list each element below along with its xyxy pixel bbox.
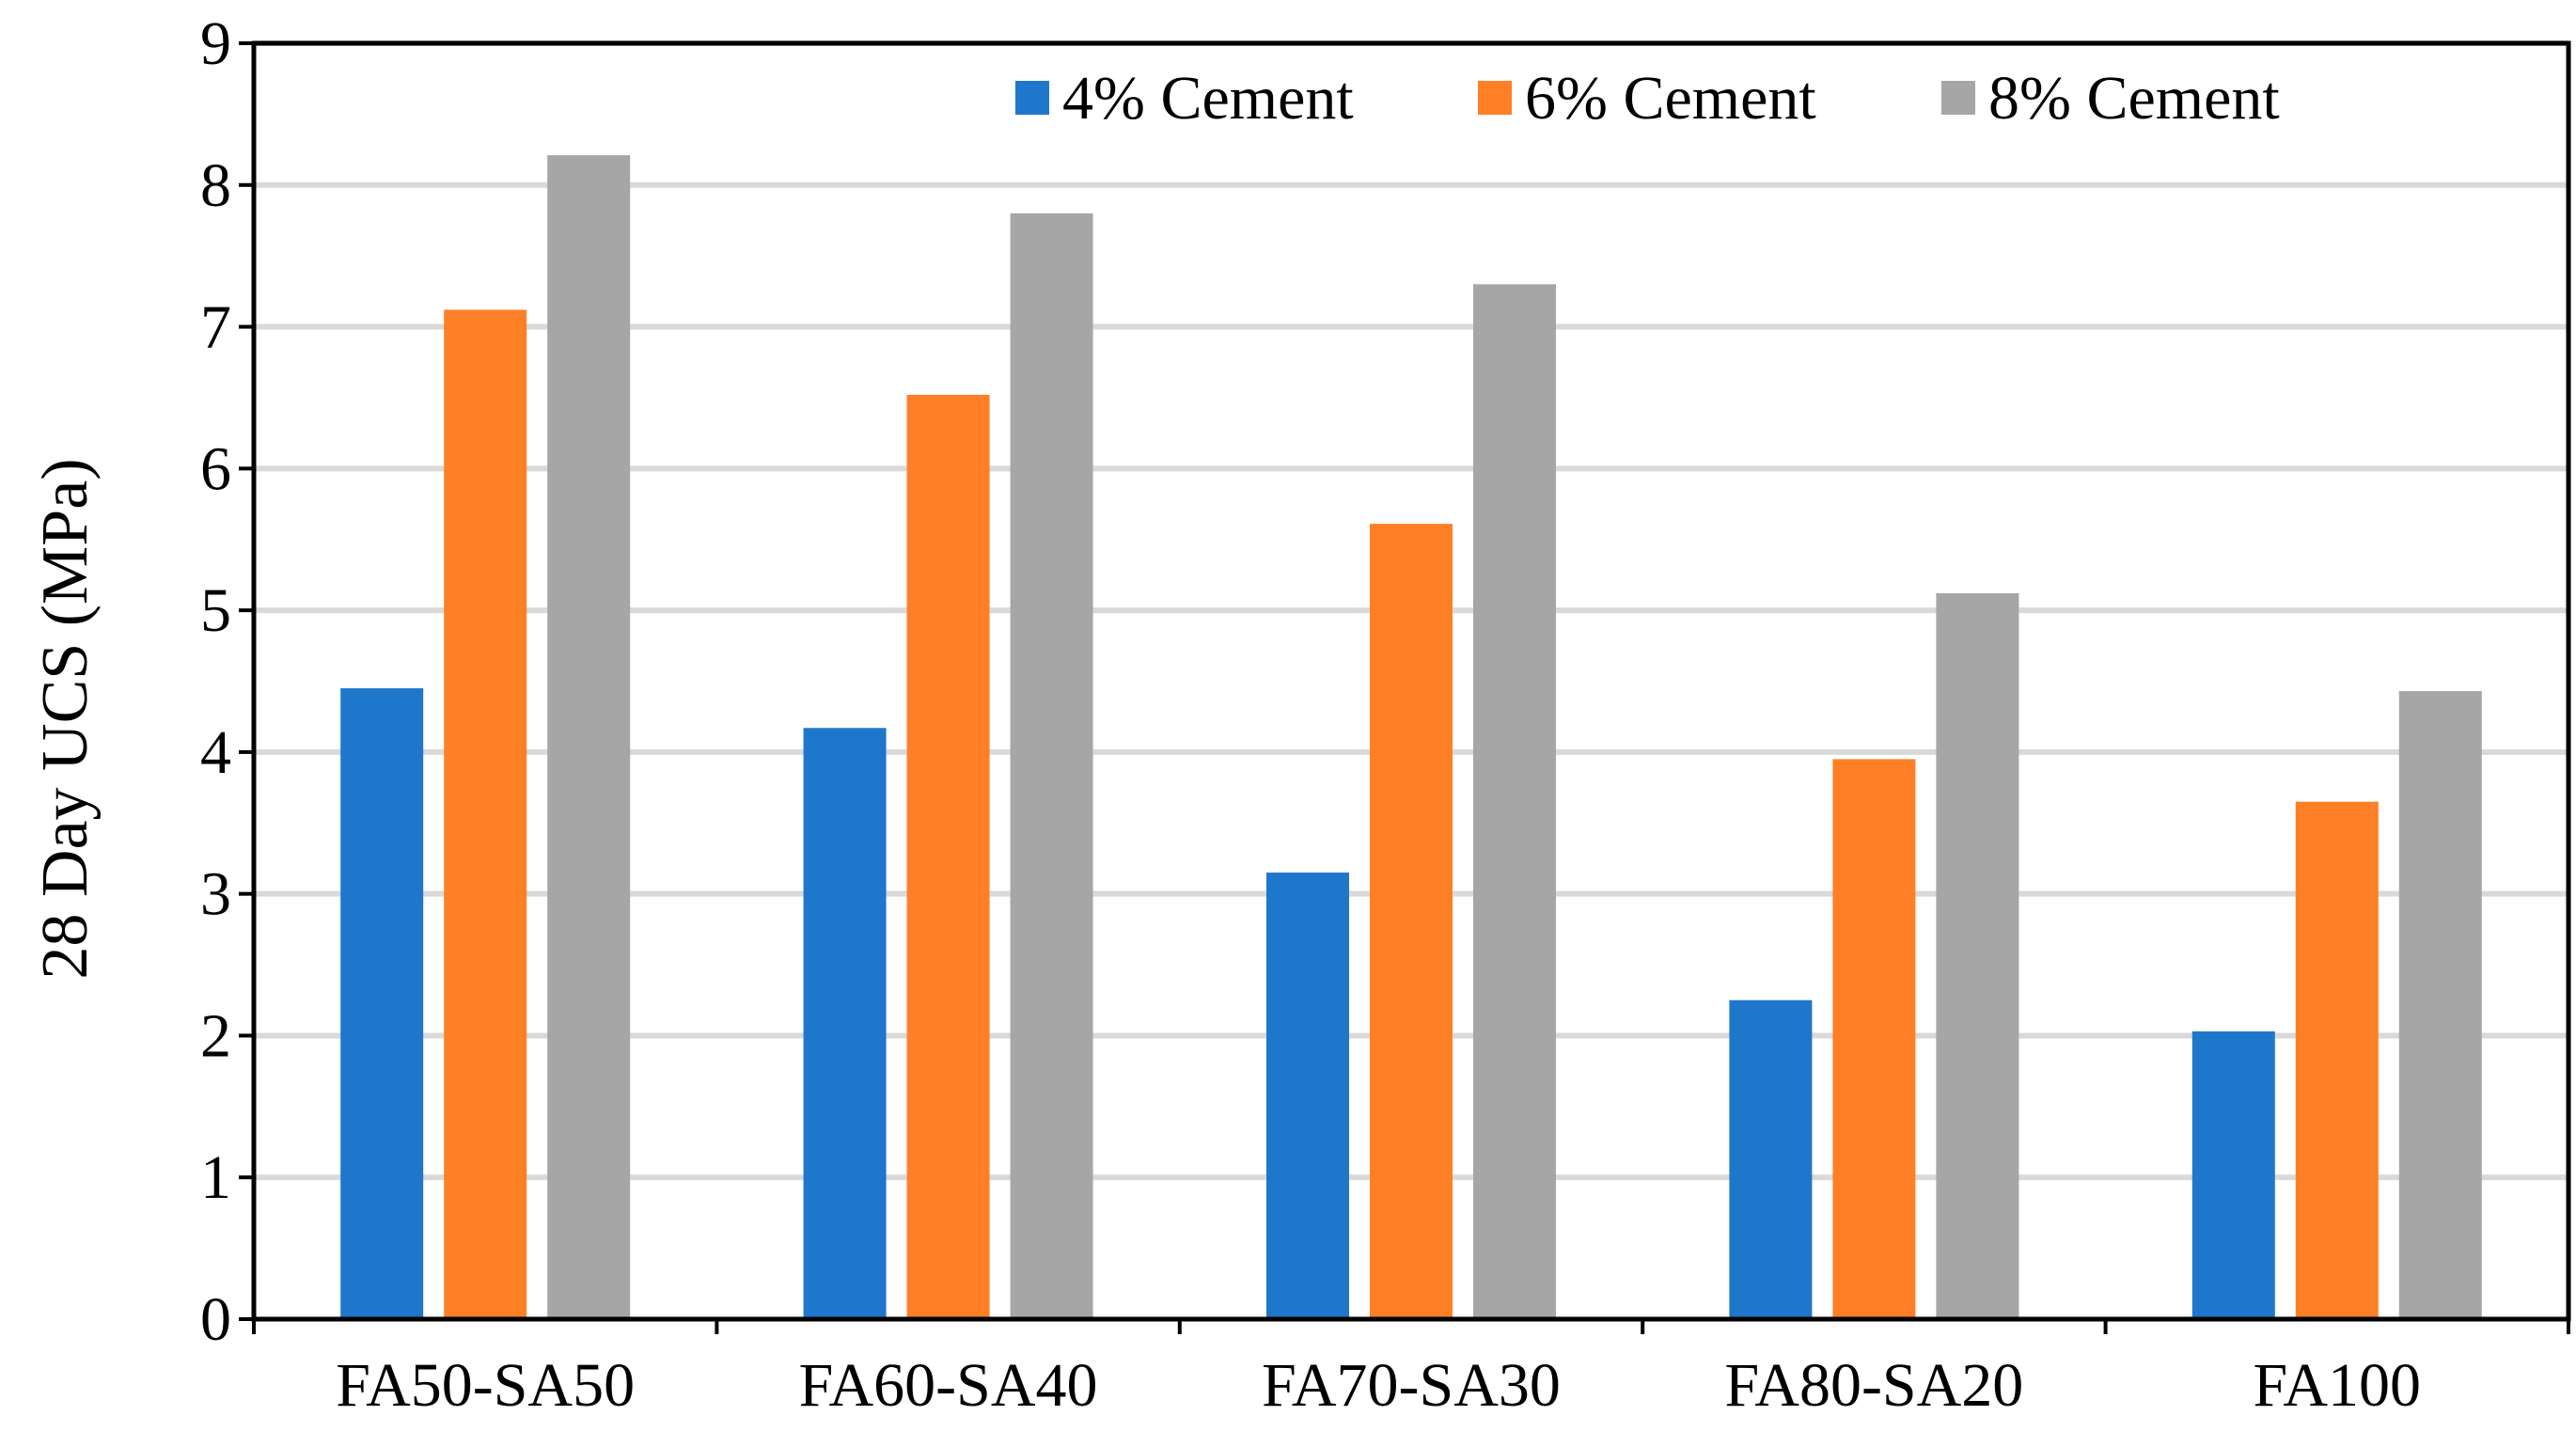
y-axis-title: 28 Day UCS (MPa) bbox=[29, 458, 102, 979]
x-category-label: FA100 bbox=[2254, 1351, 2421, 1420]
y-tick-label: 7 bbox=[200, 293, 231, 362]
bar bbox=[444, 309, 527, 1320]
y-tick-label: 5 bbox=[200, 576, 231, 645]
plot-frame bbox=[251, 40, 2571, 1322]
x-category-label: FA80-SA20 bbox=[1724, 1351, 2023, 1420]
bars bbox=[340, 155, 2482, 1320]
y-tick-label: 9 bbox=[200, 9, 231, 78]
bar bbox=[1010, 212, 1093, 1319]
bar bbox=[547, 155, 631, 1319]
x-category-label: FA70-SA30 bbox=[1262, 1351, 1561, 1420]
bar bbox=[2191, 1030, 2275, 1319]
bar bbox=[1473, 284, 1556, 1319]
axes bbox=[239, 40, 2571, 1334]
y-tick-label: 2 bbox=[200, 1001, 231, 1070]
legend-swatch bbox=[1478, 81, 1512, 115]
legend: 4% Cement 6% Cement 8% Cement bbox=[1015, 64, 2280, 133]
y-tick-label: 3 bbox=[200, 860, 231, 929]
bar bbox=[906, 394, 990, 1319]
y-tick-label: 6 bbox=[200, 434, 231, 503]
y-tick-label: 8 bbox=[200, 151, 231, 220]
bar bbox=[1266, 873, 1349, 1319]
bar bbox=[1729, 999, 1813, 1319]
bar bbox=[2295, 801, 2379, 1319]
y-tick-label: 0 bbox=[200, 1285, 231, 1354]
x-category-labels: FA50-SA50 FA60-SA40 FA70-SA30 FA80-SA20 FA10… bbox=[336, 1351, 2421, 1420]
x-category-label: FA50-SA50 bbox=[336, 1351, 635, 1420]
bar bbox=[1936, 593, 2019, 1319]
y-tick-label: 4 bbox=[200, 718, 231, 787]
bar bbox=[1370, 524, 1453, 1319]
legend-label: 4% Cement bbox=[1062, 64, 1354, 133]
legend-label: 8% Cement bbox=[1988, 64, 2280, 133]
bar bbox=[340, 688, 424, 1319]
legend-swatch bbox=[1941, 81, 1975, 115]
legend-swatch bbox=[1015, 81, 1049, 115]
y-tick-label: 1 bbox=[200, 1143, 231, 1212]
y-tick-labels: 0 1 2 3 4 5 6 7 8 9 bbox=[200, 9, 231, 1354]
bar bbox=[1832, 759, 1916, 1319]
legend-label: 6% Cement bbox=[1525, 64, 1816, 133]
x-category-label: FA60-SA40 bbox=[799, 1351, 1098, 1420]
bar bbox=[803, 728, 887, 1319]
bar bbox=[2398, 691, 2482, 1319]
